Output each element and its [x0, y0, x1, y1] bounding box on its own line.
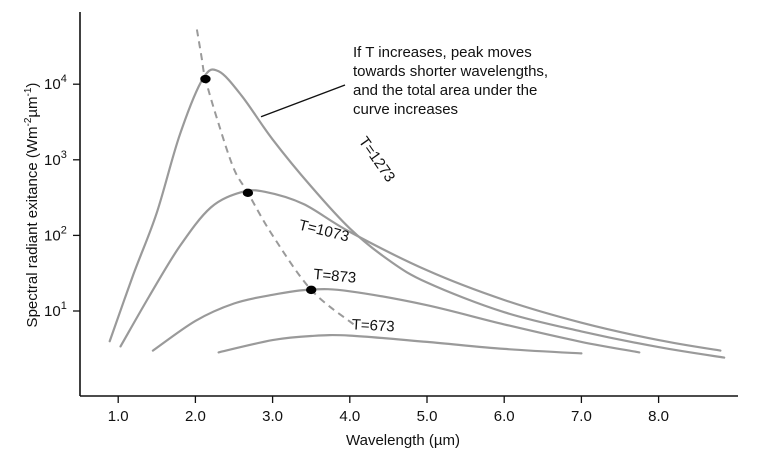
peak-locus-dashed-line [195, 29, 355, 326]
annotation-line-4: curve increases [353, 101, 458, 118]
x-tick-label: 6.0 [494, 408, 515, 425]
annotation-line-2: towards shorter wavelengths, [353, 63, 548, 80]
y-tick-label: 102 [44, 224, 67, 244]
wien-locus-group [195, 29, 355, 326]
x-tick-label: 8.0 [648, 408, 669, 425]
y-axis-label: Spectral radiant exitance (Wm-2µm-1) [23, 83, 41, 328]
curve-t-1273 [108, 68, 726, 359]
peak-marker [200, 74, 211, 84]
x-tick-label: 1.0 [108, 408, 129, 425]
x-ticks: 1.0 2.0 3.0 4.0 5.0 6.0 7.0 8.0 [108, 396, 669, 425]
annotation-line-1: If T increases, peak moves [353, 44, 532, 61]
curve-label: T=1273 [355, 134, 398, 186]
x-axis-label: Wavelength (µm) [346, 432, 460, 449]
axes [79, 12, 738, 397]
series-group [108, 68, 726, 359]
peak-marker [306, 285, 317, 295]
annotation: If T increases, peak moves towards short… [260, 44, 548, 118]
y-tick-label: 104 [44, 73, 67, 93]
y-ticks: 101 102 103 104 [44, 73, 80, 320]
curve-t-873 [151, 288, 641, 354]
annotation-line-3: and the total area under the [353, 82, 537, 99]
curve-t-673 [217, 333, 583, 355]
x-tick-label: 2.0 [185, 408, 206, 425]
curve-label: T=873 [313, 266, 357, 287]
peak-marker [242, 188, 254, 198]
y-tick-label: 101 [44, 300, 67, 320]
annotation-pointer [260, 84, 346, 118]
y-tick-label: 103 [44, 149, 67, 169]
x-tick-label: 3.0 [262, 408, 283, 425]
x-tick-label: 7.0 [571, 408, 592, 425]
x-tick-label: 4.0 [339, 408, 360, 425]
curve-label: T=673 [351, 316, 395, 335]
x-tick-label: 5.0 [417, 408, 438, 425]
curve-t-1073 [119, 189, 722, 352]
